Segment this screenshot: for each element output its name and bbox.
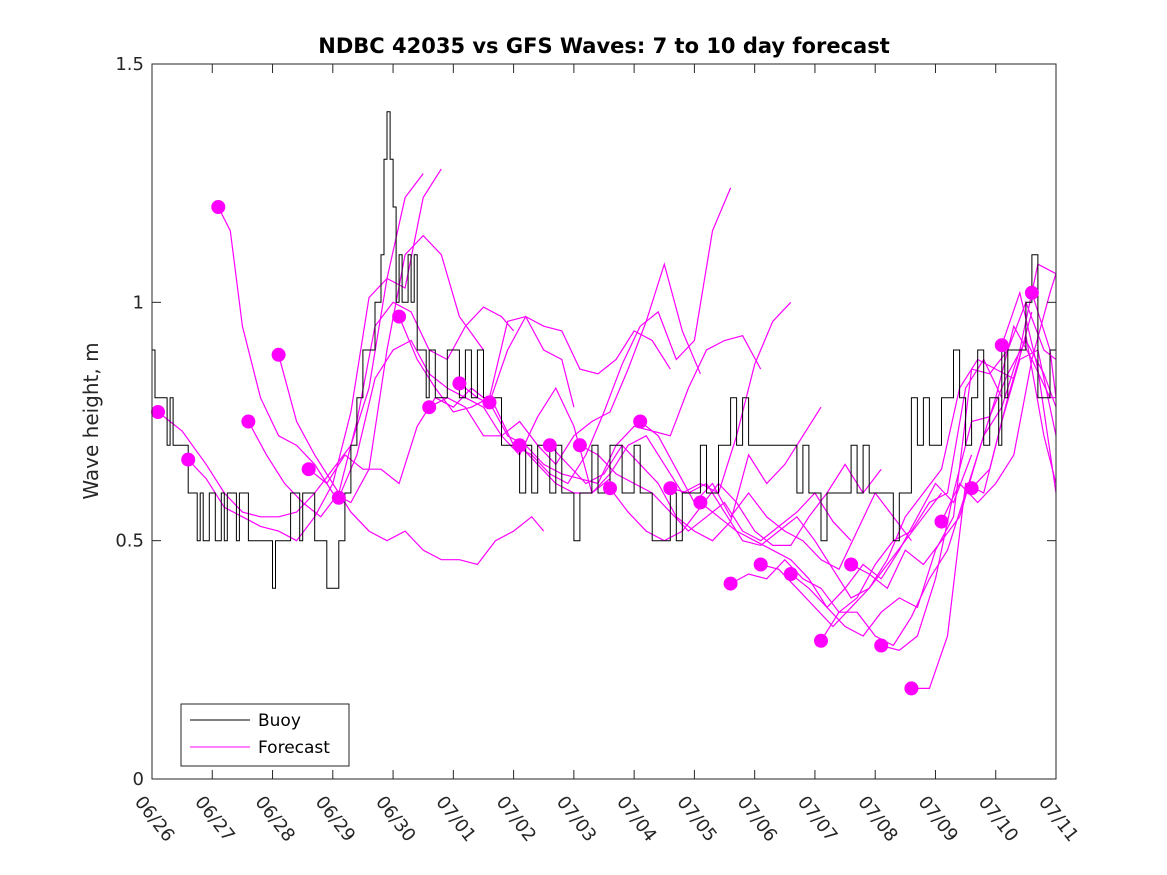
forecast-start-point	[482, 395, 497, 410]
legend-forecast-label: Forecast	[258, 738, 330, 758]
forecast-start-point	[151, 405, 165, 419]
legend-box	[180, 703, 350, 767]
chart-title: NDBC 42035 vs GFS Waves: 7 to 10 day for…	[318, 34, 889, 58]
forecast-start-point	[572, 438, 587, 453]
forecast-start-point	[934, 514, 949, 529]
forecast-start-point	[874, 638, 889, 653]
forecast-series-line	[1001, 290, 1056, 494]
y-tick-label: 0	[133, 769, 144, 790]
forecast-series-line	[398, 315, 671, 413]
y-tick-label: 0.5	[115, 531, 144, 552]
forecast-series-line	[639, 421, 912, 571]
forecast-series-line	[971, 335, 1056, 489]
forecast-start-point	[331, 490, 346, 505]
forecast-series-line	[940, 273, 1056, 522]
forecast-start-point	[663, 481, 678, 496]
forecast-start-point	[301, 462, 316, 477]
forecast-start-point	[753, 557, 768, 572]
forecast-series-line	[700, 454, 973, 609]
legend: Buoy Forecast	[180, 703, 350, 767]
forecast-series-line	[670, 482, 942, 599]
forecast-series-line	[338, 339, 611, 499]
forecast-start-point	[211, 200, 226, 214]
forecast-start-point	[904, 681, 919, 696]
forecast-start-point	[1024, 285, 1039, 300]
forecast-start-point	[723, 576, 738, 591]
forecast-series-line	[488, 334, 762, 485]
forecast-series-line	[549, 406, 822, 542]
forecast-series-line	[157, 173, 424, 518]
forecast-start-point	[181, 452, 196, 467]
forecast-lines	[157, 168, 1056, 690]
forecast-series-line	[459, 187, 732, 485]
forecast-start-point	[271, 347, 286, 362]
forecast-start-point	[693, 495, 708, 510]
forecast-series-line	[760, 311, 1033, 628]
forecast-start-point	[422, 400, 437, 415]
y-tick-label: 1.5	[115, 54, 144, 75]
forecast-series-line	[278, 354, 545, 566]
y-tick-label: 1	[133, 292, 144, 313]
forecast-series-line	[730, 358, 1003, 614]
forecast-start-point	[241, 414, 256, 429]
forecast-start-point	[964, 481, 979, 496]
forecast-start-point	[814, 633, 828, 648]
forecast-start-point	[844, 557, 859, 572]
y-axis: 0 0.5 1 1.5	[115, 54, 1056, 790]
forecast-series-line	[911, 349, 1056, 690]
forecast-series-line	[519, 301, 792, 494]
plot-area	[152, 64, 1056, 779]
forecast-start-point	[392, 309, 407, 324]
forecast-series-line	[579, 444, 852, 542]
axes-box	[151, 63, 1057, 780]
forecast-markers	[151, 200, 1039, 696]
legend-buoy-label: Buoy	[258, 711, 301, 731]
buoy-series-line	[152, 111, 1056, 589]
forecast-start-point	[452, 376, 467, 391]
forecast-series-line	[609, 463, 882, 547]
forecast-start-point	[994, 338, 1009, 353]
forecast-start-point	[603, 481, 617, 496]
forecast-series-line	[428, 262, 701, 466]
forecast-start-point	[512, 438, 527, 453]
buoy-line	[152, 111, 1056, 589]
forecast-start-point	[783, 567, 798, 581]
forecast-start-point	[542, 438, 557, 453]
y-axis-label: Wave height, m	[79, 342, 103, 499]
forecast-start-point	[633, 414, 648, 429]
